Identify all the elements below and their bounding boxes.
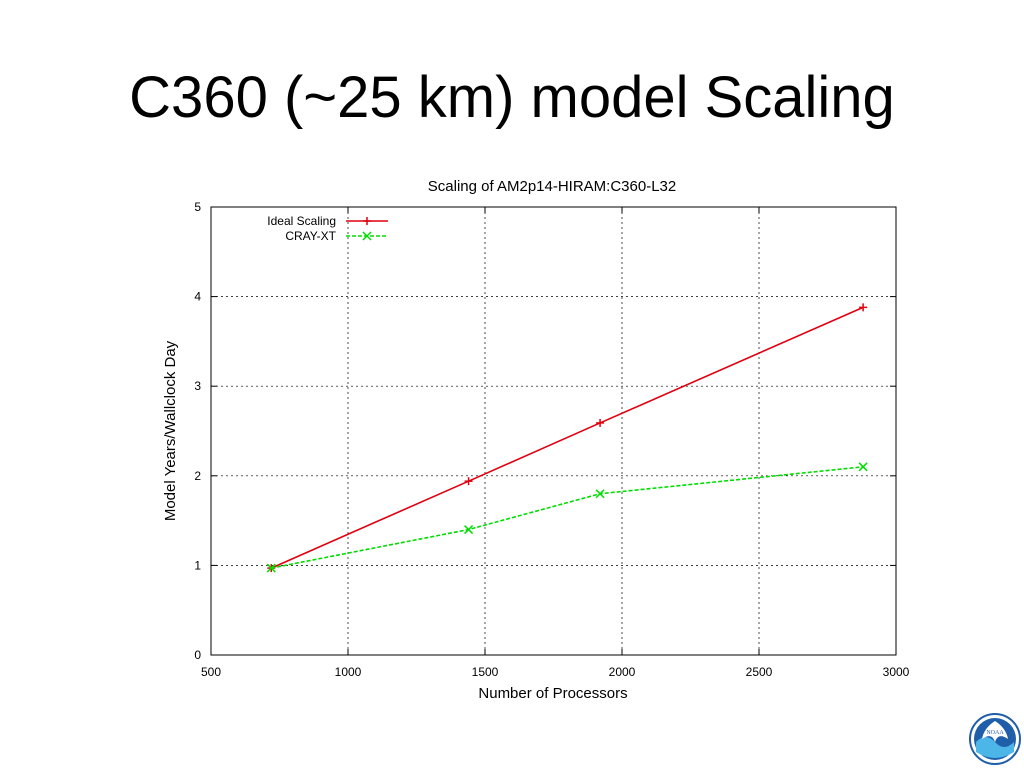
y-tick-label: 0 <box>194 648 201 662</box>
series-layer <box>266 303 868 573</box>
series-line-ideal-scaling <box>270 306 864 569</box>
grid-lines <box>211 207 896 655</box>
plot-frame <box>210 206 897 656</box>
chart-title: Scaling of AM2p14-HIRAM:C360-L32 <box>428 178 676 195</box>
x-tick-label: 1000 <box>335 665 362 679</box>
data-point-ideal-scaling <box>596 418 605 427</box>
x-tick-label: 2000 <box>609 665 636 679</box>
y-tick-label: 4 <box>194 290 201 304</box>
y-axis-label: Model Years/Wallclock Day <box>162 340 179 521</box>
legend-label-ideal-scaling: Ideal Scaling <box>267 214 336 228</box>
data-point-ideal-scaling <box>859 303 868 312</box>
legend-marker-ideal-scaling <box>363 217 371 225</box>
data-point-cray-xt <box>858 462 868 472</box>
y-tick-label: 5 <box>194 200 201 214</box>
x-axis-label: Number of Processors <box>478 685 627 702</box>
series-line-cray-xt <box>271 466 864 569</box>
data-point-cray-xt <box>595 489 605 499</box>
y-tick-label: 1 <box>194 558 201 572</box>
data-point-ideal-scaling <box>464 477 473 486</box>
y-tick-label: 2 <box>194 469 201 483</box>
y-tick-label: 3 <box>194 379 201 393</box>
noaa-logo-icon: NOAA <box>969 713 1021 765</box>
legend-marker-cray-xt <box>362 231 372 241</box>
legend-label-cray-xt: CRAY-XT <box>285 229 336 243</box>
noaa-logo-text: NOAA <box>986 730 1004 736</box>
x-tick-label: 2500 <box>746 665 773 679</box>
x-tick-label: 1500 <box>472 665 499 679</box>
x-tick-label: 500 <box>201 665 221 679</box>
x-tick-label: 3000 <box>883 665 910 679</box>
data-point-cray-xt <box>464 525 474 535</box>
slide-title: C360 (~25 km) model Scaling <box>129 65 895 130</box>
scaling-chart: Scaling of AM2p14-HIRAM:C360-L32 500 1000… <box>162 178 910 702</box>
data-point-cray-xt <box>266 563 276 573</box>
axis-ticks: 500 1000 1500 2000 2500 3000 0 1 2 3 4 5 <box>194 200 909 679</box>
